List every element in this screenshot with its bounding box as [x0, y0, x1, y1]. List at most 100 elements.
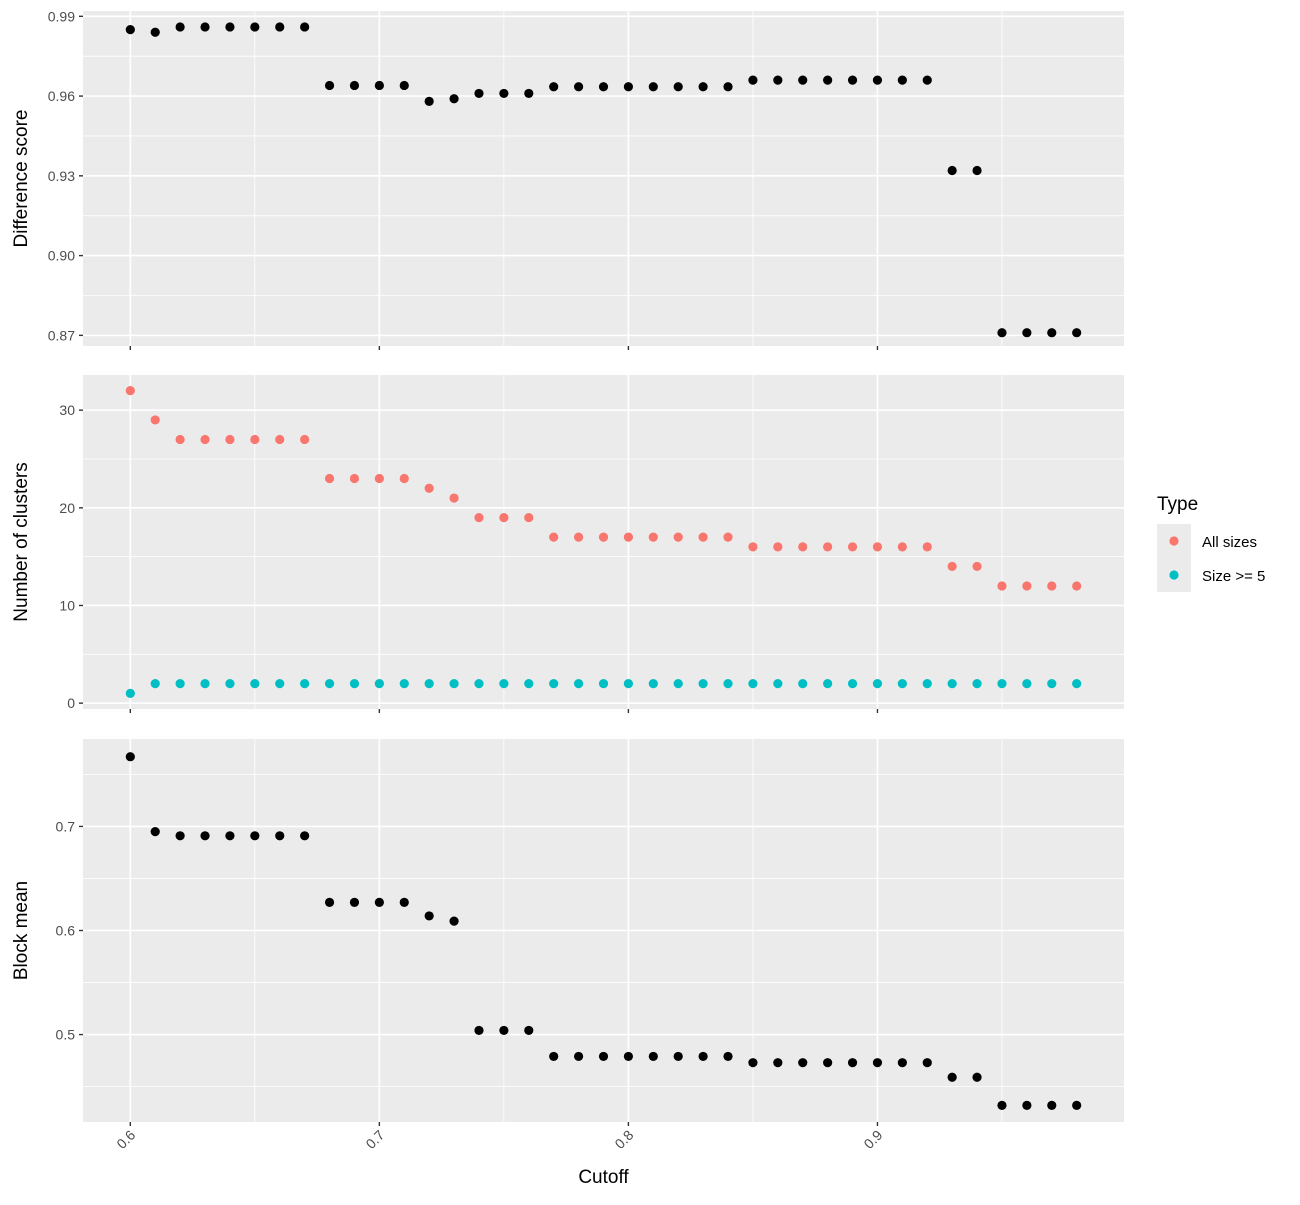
- legend: Type All sizes Size >= 5: [1157, 494, 1265, 592]
- data-point: [399, 473, 409, 484]
- data-point: [798, 542, 808, 552]
- data-point: [648, 532, 658, 542]
- y-tick-label: 30: [59, 402, 75, 418]
- data-point: [897, 542, 907, 552]
- data-point: [399, 80, 409, 91]
- data-point: [847, 542, 858, 552]
- data-point: [300, 679, 310, 689]
- data-point: [175, 434, 185, 445]
- panel-background: [83, 375, 1124, 709]
- data-point: [374, 679, 384, 689]
- data-point: [499, 1025, 509, 1036]
- data-point: [1072, 581, 1082, 591]
- data-point: [374, 80, 384, 91]
- x-axis-title: Cutoff: [578, 1167, 629, 1188]
- y-tick-label: 0.90: [48, 248, 75, 264]
- data-point: [275, 22, 285, 32]
- data-point: [524, 512, 534, 523]
- x-tick-label: 0.7: [362, 1127, 387, 1152]
- data-point: [1047, 679, 1057, 689]
- data-point: [300, 434, 310, 445]
- data-point: [922, 542, 932, 552]
- data-point: [872, 542, 883, 552]
- data-point: [1022, 679, 1032, 689]
- data-point: [723, 679, 733, 689]
- data-point: [474, 88, 484, 99]
- data-point: [872, 75, 883, 85]
- data-point: [449, 679, 459, 689]
- data-point: [1022, 328, 1032, 338]
- series-1-all-sizes: [125, 386, 1082, 591]
- data-point: [549, 532, 559, 542]
- data-point: [324, 80, 335, 91]
- data-point: [897, 1058, 907, 1068]
- data-point: [225, 831, 235, 841]
- data-point: [374, 473, 384, 484]
- data-point: [698, 532, 708, 542]
- y-tick-label: 10: [59, 597, 75, 613]
- y-tick-label: 0.96: [48, 88, 75, 104]
- data-point: [449, 916, 459, 926]
- data-point: [823, 75, 833, 85]
- series-2-size-5: [125, 679, 1082, 698]
- data-point: [823, 542, 833, 552]
- data-point: [150, 415, 160, 425]
- data-point: [623, 82, 634, 92]
- data-point: [997, 1100, 1007, 1110]
- data-point: [524, 88, 534, 99]
- data-point: [424, 679, 434, 689]
- data-point: [150, 27, 160, 37]
- data-point: [374, 897, 384, 907]
- data-point: [847, 679, 858, 689]
- data-point: [598, 82, 609, 92]
- data-point: [598, 1051, 609, 1062]
- data-point: [972, 1072, 982, 1082]
- data-point: [1047, 581, 1057, 591]
- data-point: [250, 22, 260, 32]
- y-tick-label: 0: [67, 695, 75, 711]
- data-point: [349, 897, 360, 907]
- y-axis-title: Difference score: [11, 110, 32, 248]
- data-point: [573, 1051, 584, 1062]
- data-point: [524, 679, 534, 689]
- x-tick-label: 0.9: [860, 1127, 885, 1152]
- data-point: [300, 22, 310, 32]
- data-point: [150, 679, 160, 689]
- y-tick-label: 0.6: [56, 923, 76, 939]
- y-tick-label: 0.93: [48, 168, 75, 184]
- x-tick-label: 0.6: [113, 1127, 138, 1152]
- data-point: [972, 165, 982, 176]
- data-point: [549, 679, 559, 689]
- y-tick-label: 20: [59, 500, 75, 516]
- data-point: [773, 542, 783, 552]
- data-point: [250, 679, 260, 689]
- data-point: [673, 532, 683, 542]
- data-point: [648, 1051, 658, 1062]
- data-point: [200, 831, 210, 841]
- data-point: [449, 493, 459, 503]
- data-point: [723, 532, 733, 542]
- data-point: [125, 752, 135, 762]
- legend-key-point: [1169, 536, 1179, 546]
- data-point: [275, 679, 285, 689]
- data-point: [623, 679, 634, 689]
- data-point: [748, 679, 758, 689]
- data-point: [225, 434, 235, 445]
- panel-3: 0.5 0.6 0.7 Block mean 0.6 0.7 0.8 0.9 Cutoff: [11, 739, 1124, 1188]
- y-tick-label: 0.7: [56, 818, 76, 834]
- data-point: [673, 82, 683, 92]
- data-point: [349, 80, 360, 91]
- data-point: [623, 532, 634, 542]
- data-point: [349, 679, 360, 689]
- data-point: [648, 82, 658, 92]
- data-point: [947, 679, 957, 689]
- data-point: [847, 1058, 858, 1068]
- legend-label: Size >= 5: [1202, 568, 1265, 585]
- data-point: [897, 75, 907, 85]
- data-point: [698, 1051, 708, 1062]
- y-axis-title: Number of clusters: [11, 462, 32, 621]
- data-point: [598, 679, 609, 689]
- data-point: [499, 512, 509, 523]
